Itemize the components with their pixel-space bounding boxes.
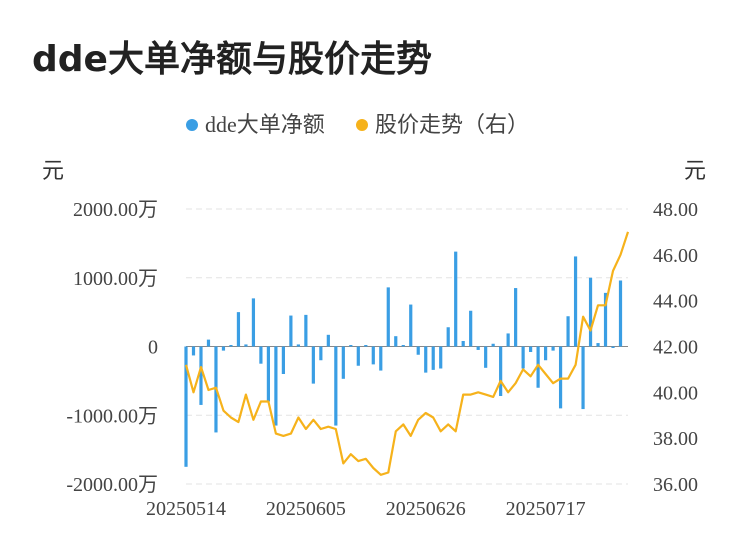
legend-label-price: 股价走势（右） [375, 112, 529, 137]
dde-bar[interactable] [499, 346, 503, 397]
dde-bar[interactable] [454, 251, 458, 347]
bar-series [184, 251, 623, 467]
dde-bar[interactable] [259, 346, 263, 364]
dde-bar[interactable] [206, 339, 211, 347]
price-line[interactable] [184, 231, 630, 476]
right-axis-unit: 元 [684, 158, 706, 183]
line-series [184, 231, 630, 476]
dde-bar[interactable] [543, 346, 548, 361]
dde-bar[interactable] [521, 346, 525, 369]
dde-bar[interactable] [476, 346, 480, 350]
axis-labels: 2000.00万 1000.00万 0 -1000.00万 -2000.00万 48.00… [66, 199, 698, 520]
dde-bar[interactable] [266, 346, 271, 402]
dde-bar[interactable] [558, 346, 563, 409]
right-tick-label: 38.00 [653, 428, 698, 450]
dde-bar[interactable] [603, 292, 608, 347]
dde-bar[interactable] [221, 346, 226, 351]
dde-bar[interactable] [319, 346, 323, 361]
dde-bar[interactable] [506, 333, 510, 347]
dde-bar[interactable] [596, 343, 600, 347]
dde-bar[interactable] [514, 288, 518, 347]
dde-bar[interactable] [461, 341, 465, 347]
dde-bar[interactable] [251, 298, 256, 347]
dde-bar[interactable] [379, 346, 383, 371]
dde-bar[interactable] [244, 344, 248, 347]
dde-bar[interactable] [371, 346, 375, 365]
dde-bar[interactable] [401, 345, 405, 347]
dde-bar[interactable] [349, 345, 353, 347]
dde-bar[interactable] [484, 346, 488, 368]
x-tick-label: 20250605 [266, 498, 346, 520]
dde-bar[interactable] [573, 256, 578, 347]
x-tick-label: 20250626 [386, 498, 466, 520]
chart-title: dde大单净额与股价走势 [32, 39, 432, 80]
legend-marker-dde [186, 119, 198, 131]
right-tick-label: 46.00 [653, 245, 698, 267]
dde-bar[interactable] [551, 346, 555, 351]
x-tick-label: 20250717 [506, 498, 586, 520]
dde-bar[interactable] [618, 280, 623, 347]
x-tick-label: 20250514 [146, 498, 226, 520]
right-tick-label: 40.00 [653, 382, 698, 404]
legend-label-dde: dde大单净额 [205, 112, 325, 137]
left-tick-label: 1000.00万 [73, 268, 158, 290]
dde-bar[interactable] [304, 314, 308, 347]
dde-bar[interactable] [184, 346, 188, 467]
left-tick-label: 2000.00万 [73, 199, 158, 221]
dde-bar[interactable] [296, 344, 300, 347]
dde-bar[interactable] [409, 304, 413, 347]
right-tick-label: 44.00 [653, 291, 698, 313]
dde-bar[interactable] [566, 316, 570, 347]
legend[interactable]: dde大单净额 股价走势（右） [186, 112, 529, 137]
dde-bar[interactable] [341, 346, 345, 379]
dde-bar[interactable] [469, 310, 473, 347]
dde-bar[interactable] [581, 346, 585, 410]
dde-bar[interactable] [356, 346, 360, 366]
right-tick-label: 36.00 [653, 474, 698, 496]
right-tick-label: 48.00 [653, 199, 698, 221]
dde-bar[interactable] [199, 346, 203, 405]
dde-bar[interactable] [491, 343, 495, 347]
left-tick-label: -1000.00万 [66, 405, 158, 427]
dde-bar[interactable] [289, 315, 293, 347]
dde-bar[interactable] [229, 345, 233, 347]
dde-bar[interactable] [311, 346, 315, 384]
dde-bar[interactable] [536, 346, 540, 388]
dde-bar[interactable] [446, 327, 450, 347]
dde-bar[interactable] [424, 346, 428, 373]
dde-bar[interactable] [191, 346, 196, 356]
dde-bar[interactable] [611, 346, 615, 349]
left-axis-unit: 元 [42, 158, 64, 183]
dde-bar[interactable] [274, 346, 278, 426]
dde-bar[interactable] [394, 336, 398, 347]
dde-bar[interactable] [588, 277, 593, 347]
left-tick-label: -2000.00万 [66, 474, 158, 496]
dde-bar[interactable] [529, 346, 533, 353]
dde-bar[interactable] [416, 346, 420, 355]
dde-bar[interactable] [364, 345, 368, 347]
dde-bar[interactable] [386, 287, 390, 347]
left-tick-label: 0 [148, 337, 158, 359]
dde-bar[interactable] [236, 312, 241, 347]
dde-bar[interactable] [281, 346, 285, 375]
legend-marker-price [356, 119, 368, 131]
dde-bar[interactable] [439, 346, 443, 369]
dde-bar[interactable] [334, 346, 338, 426]
dde-bar[interactable] [326, 334, 330, 347]
dde-bar[interactable] [431, 346, 435, 370]
right-tick-label: 42.00 [653, 337, 698, 359]
